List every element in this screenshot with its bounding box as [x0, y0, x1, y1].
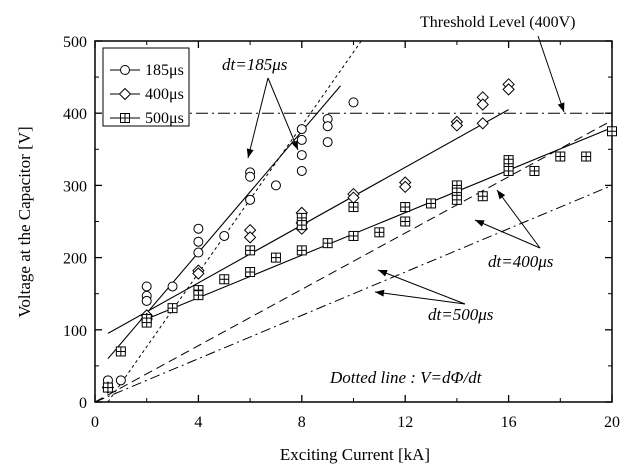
theory-line-185us	[107, 40, 362, 403]
annotation-dotted-formula: V=dΦ/dt	[420, 368, 483, 387]
arrow-dt400-theory	[474, 219, 541, 249]
data-point-500us	[529, 165, 540, 176]
arrow-threshold	[537, 35, 565, 113]
data-point-500us	[322, 238, 333, 249]
y-tick-label: 300	[63, 178, 87, 195]
markers	[101, 78, 617, 394]
data-point-400us	[398, 180, 412, 194]
data-point-185us	[141, 281, 152, 292]
data-point-500us	[607, 126, 617, 137]
y-tick-label: 400	[63, 106, 87, 123]
arrow-dt500-theory	[374, 289, 466, 305]
legend-marker-400us	[118, 87, 132, 101]
data-point-185us	[270, 180, 281, 191]
data-point-500us	[374, 227, 385, 238]
data-point-400us	[502, 83, 515, 96]
theory-line-500us	[94, 184, 613, 403]
data-point-500us	[102, 382, 113, 393]
arrow-dt185-fit	[246, 77, 269, 159]
annotation-dt500: dt=500μs	[428, 305, 494, 324]
arrow-dt400-fit	[496, 189, 541, 249]
legend: 185μs 400μs 500μs	[102, 47, 190, 127]
data-point-185us	[193, 236, 204, 247]
y-tick-label: 500	[63, 34, 87, 51]
data-point-500us	[503, 165, 514, 176]
arrow-dt500-fit	[377, 269, 466, 305]
x-tick-label: 8	[298, 414, 306, 431]
threshold-label: Threshold Level (400V)	[420, 14, 576, 31]
data-point-500us	[245, 245, 256, 256]
data-point-185us	[193, 223, 204, 234]
data-point-500us	[296, 245, 307, 256]
data-point-500us	[115, 346, 126, 357]
x-tick-label: 0	[91, 414, 99, 431]
data-point-500us	[581, 151, 592, 162]
data-point-500us	[245, 267, 256, 278]
theory-line-400us	[94, 119, 613, 403]
x-tick-label: 16	[501, 414, 517, 431]
data-point-185us	[296, 165, 307, 176]
data-point-500us	[426, 198, 437, 209]
data-point-185us	[348, 97, 359, 108]
data-point-185us	[296, 150, 307, 161]
y-tick-label: 200	[63, 251, 87, 268]
data-point-185us	[219, 230, 230, 241]
y-tick-label: 100	[63, 323, 87, 340]
annotations: dt=185μs dt=400μs dt=500μs Dotted line : V=…	[222, 35, 565, 387]
legend-label-400us: 400μs	[145, 86, 184, 103]
x-tick-label: 12	[397, 414, 413, 431]
fit-line-400us	[107, 109, 509, 334]
legend-marker-500us	[120, 113, 130, 123]
data-point-500us	[141, 317, 152, 328]
data-point-185us	[296, 124, 307, 135]
legend-label-500us: 500μs	[145, 110, 184, 127]
data-point-400us	[476, 98, 489, 111]
annotation-dt400: dt=400μs	[488, 252, 554, 271]
data-point-500us	[219, 274, 230, 285]
legend-label-185us: 185μs	[145, 62, 184, 79]
data-point-185us	[141, 295, 152, 306]
data-point-400us	[243, 231, 257, 244]
data-point-500us	[400, 202, 411, 213]
data-point-500us	[555, 151, 566, 162]
x-tick-label: 20	[604, 414, 620, 431]
annotation-dotted-prefix: Dotted line :	[329, 368, 420, 387]
data-point-500us	[451, 194, 462, 205]
x-tick-label: 4	[194, 414, 202, 431]
data-point-185us	[322, 121, 333, 132]
y-tick-label: 0	[79, 395, 87, 412]
data-point-500us	[296, 220, 307, 231]
data-point-400us	[476, 117, 489, 130]
data-point-185us	[322, 137, 333, 148]
legend-box	[102, 47, 190, 127]
data-point-185us	[296, 134, 307, 145]
data-point-400us	[450, 119, 464, 132]
data-point-500us	[348, 202, 359, 213]
data-point-185us	[167, 281, 178, 292]
arrow-dt185-theory	[267, 77, 299, 151]
fit-line-500us	[146, 127, 613, 320]
y-axis-label: Voltage at the Capacitor [V]	[15, 126, 34, 317]
data-point-400us	[192, 267, 205, 280]
data-point-500us	[167, 303, 178, 314]
data-point-500us	[348, 230, 359, 241]
data-point-500us	[193, 290, 204, 301]
data-point-500us	[400, 216, 411, 227]
data-point-185us	[245, 194, 256, 205]
data-point-185us	[115, 375, 126, 386]
data-point-185us	[245, 171, 256, 182]
data-point-500us	[477, 191, 488, 202]
data-point-500us	[270, 252, 281, 263]
annotation-dotted-line: Dotted line : V=dΦ/dt	[329, 368, 483, 387]
data-point-185us	[193, 247, 204, 258]
x-axis-label: Exciting Current [kA]	[280, 445, 430, 464]
annotation-dt185: dt=185μs	[222, 55, 288, 74]
legend-marker-185us	[120, 65, 130, 75]
